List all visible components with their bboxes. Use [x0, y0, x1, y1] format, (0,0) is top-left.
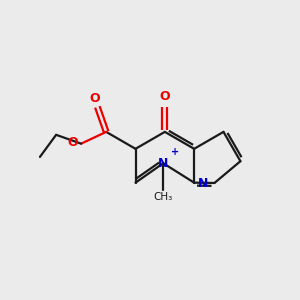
Text: O: O — [67, 136, 78, 149]
Text: O: O — [160, 90, 170, 103]
Text: O: O — [89, 92, 100, 105]
Text: N: N — [158, 157, 168, 170]
Text: CH₃: CH₃ — [154, 192, 173, 202]
Text: +: + — [172, 147, 180, 157]
Text: N: N — [198, 177, 208, 190]
